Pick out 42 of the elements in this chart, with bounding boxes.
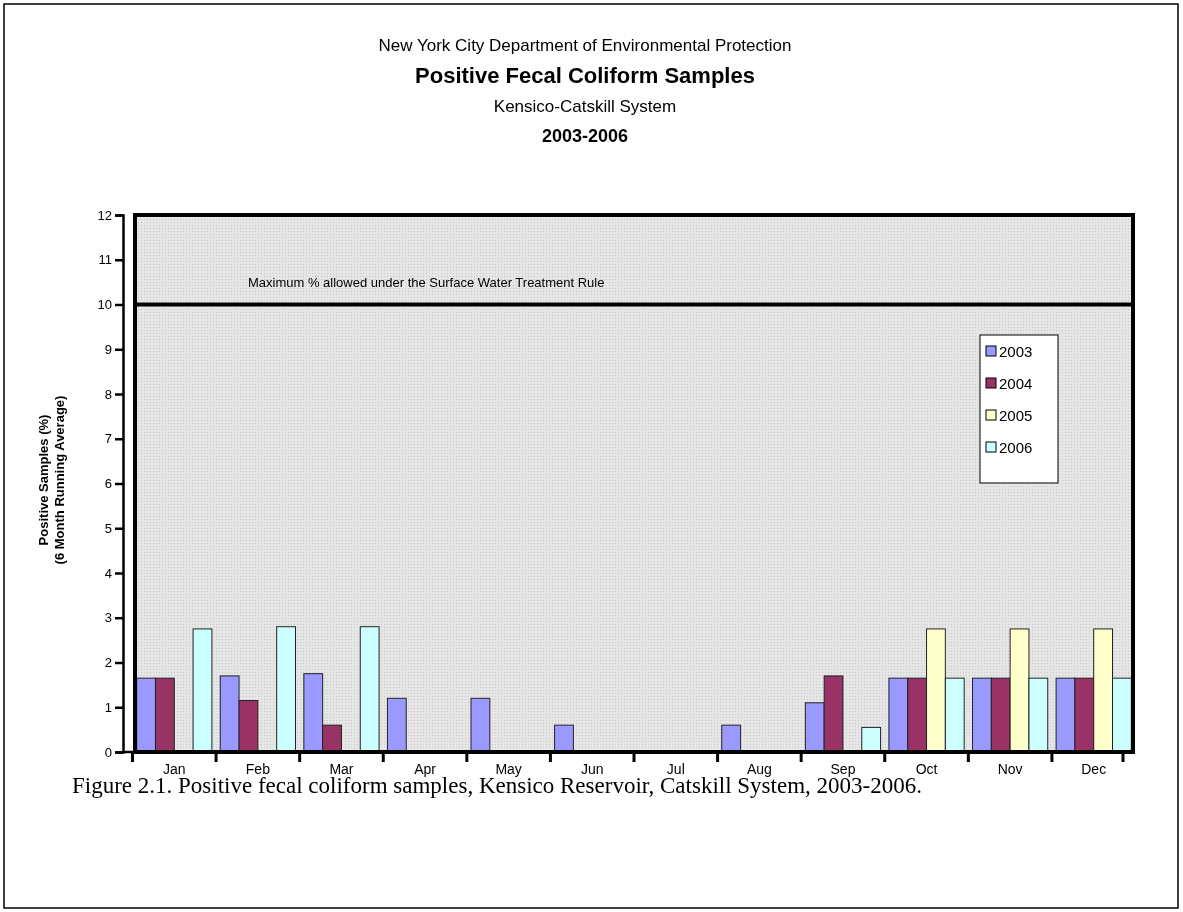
x-tick-label: Aug [746,760,772,777]
y-tick-label: 9 [104,341,112,357]
bar [276,626,296,753]
bar [861,726,882,753]
text: New York City Department of Environmental Protection [378,36,792,55]
bar [554,724,574,753]
legend-label: 2004 [999,375,1033,392]
y-tick-label: 11 [98,252,112,268]
ref-line-label: Maximum % allowed under the Surface Water Treatment Rule [248,274,605,290]
bar [386,697,407,753]
x-tick-label: Jun [580,760,604,777]
x-tick-label: Feb [245,760,271,777]
y-tick-label: 2 [104,655,112,671]
y-tick-label: 3 [104,610,112,626]
x-tick-label: Sep [830,760,856,777]
y-tick-label: 1 [104,699,112,715]
y-axis-title: Positive Samples (%) (6 Month Running Average) [36,395,67,565]
x-tick-label: Mar [329,760,354,777]
bar [721,724,742,753]
y-tick-label: 4 [104,565,112,581]
x-tick-label: Oct [915,760,938,777]
bar [470,697,491,753]
y-tick-label: 0 [104,744,112,760]
legend-label: 2006 [999,439,1033,456]
x-tick-label: Jul [666,760,685,777]
chart-title: Positive Fecal Coliform Samples [415,63,755,88]
chart-subtitle: Kensico-Catskill System [493,97,677,116]
x-tick-label: Dec [1081,760,1107,777]
y-tick-label: 8 [104,386,112,402]
legend-label: 2003 [999,343,1033,360]
legend-label: 2005 [999,407,1033,424]
x-tick-label: Jan [163,760,186,777]
y-tick-label: 12 [97,207,112,223]
y-tick-label: 7 [104,431,112,447]
x-tick-label: May [495,760,522,777]
y-tick-label: 5 [104,520,112,536]
bar [359,626,380,753]
y-tick-label: 10 [97,297,112,313]
bar [192,628,213,753]
y-tick-label: 6 [104,476,112,492]
x-tick-label: Nov [997,760,1023,777]
text: 2003-2006 [541,126,629,146]
